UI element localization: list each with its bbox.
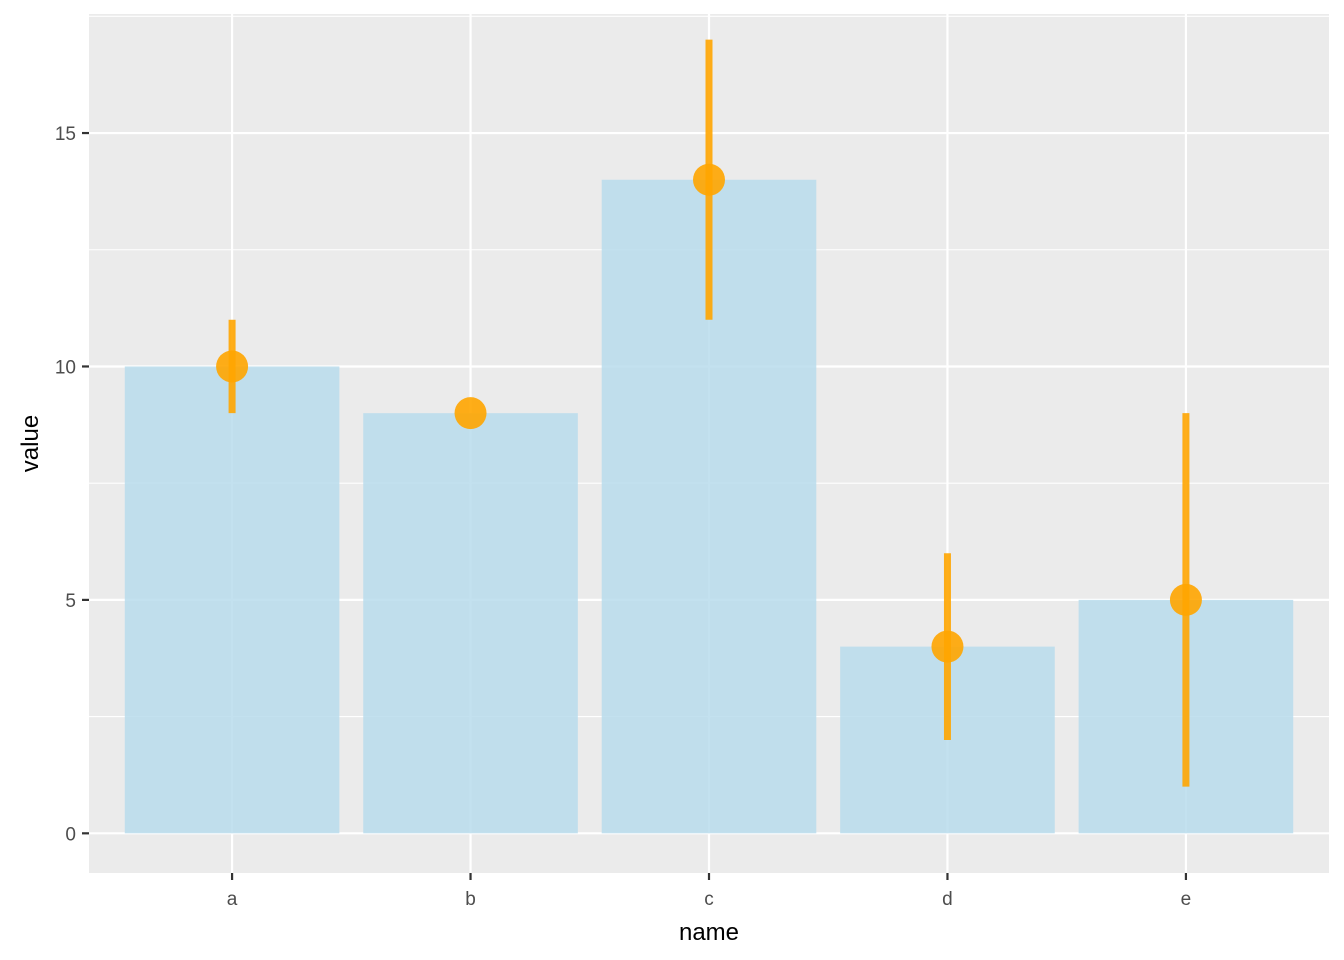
y-tick-label: 5: [65, 591, 76, 612]
x-axis: a b c d e: [227, 873, 1191, 910]
x-tick-label: d: [942, 889, 953, 910]
point-e: [1169, 583, 1202, 616]
y-axis-title: value: [17, 415, 44, 472]
bar-b: [363, 413, 578, 834]
x-axis-title: name: [679, 919, 739, 946]
points: [216, 163, 1202, 663]
x-tick-label: e: [1181, 889, 1192, 910]
y-tick-label: 0: [65, 824, 76, 845]
point-b: [454, 397, 487, 430]
point-c: [693, 163, 725, 196]
x-tick-label: a: [227, 889, 238, 910]
point-a: [216, 350, 249, 383]
point-d: [931, 630, 964, 663]
y-tick-label: 15: [55, 124, 76, 145]
bar-a: [124, 366, 340, 834]
y-axis: 0 5 10 15: [55, 124, 89, 845]
x-tick-label: c: [704, 889, 714, 910]
x-tick-label: b: [465, 889, 476, 910]
y-tick-label: 10: [55, 357, 76, 378]
